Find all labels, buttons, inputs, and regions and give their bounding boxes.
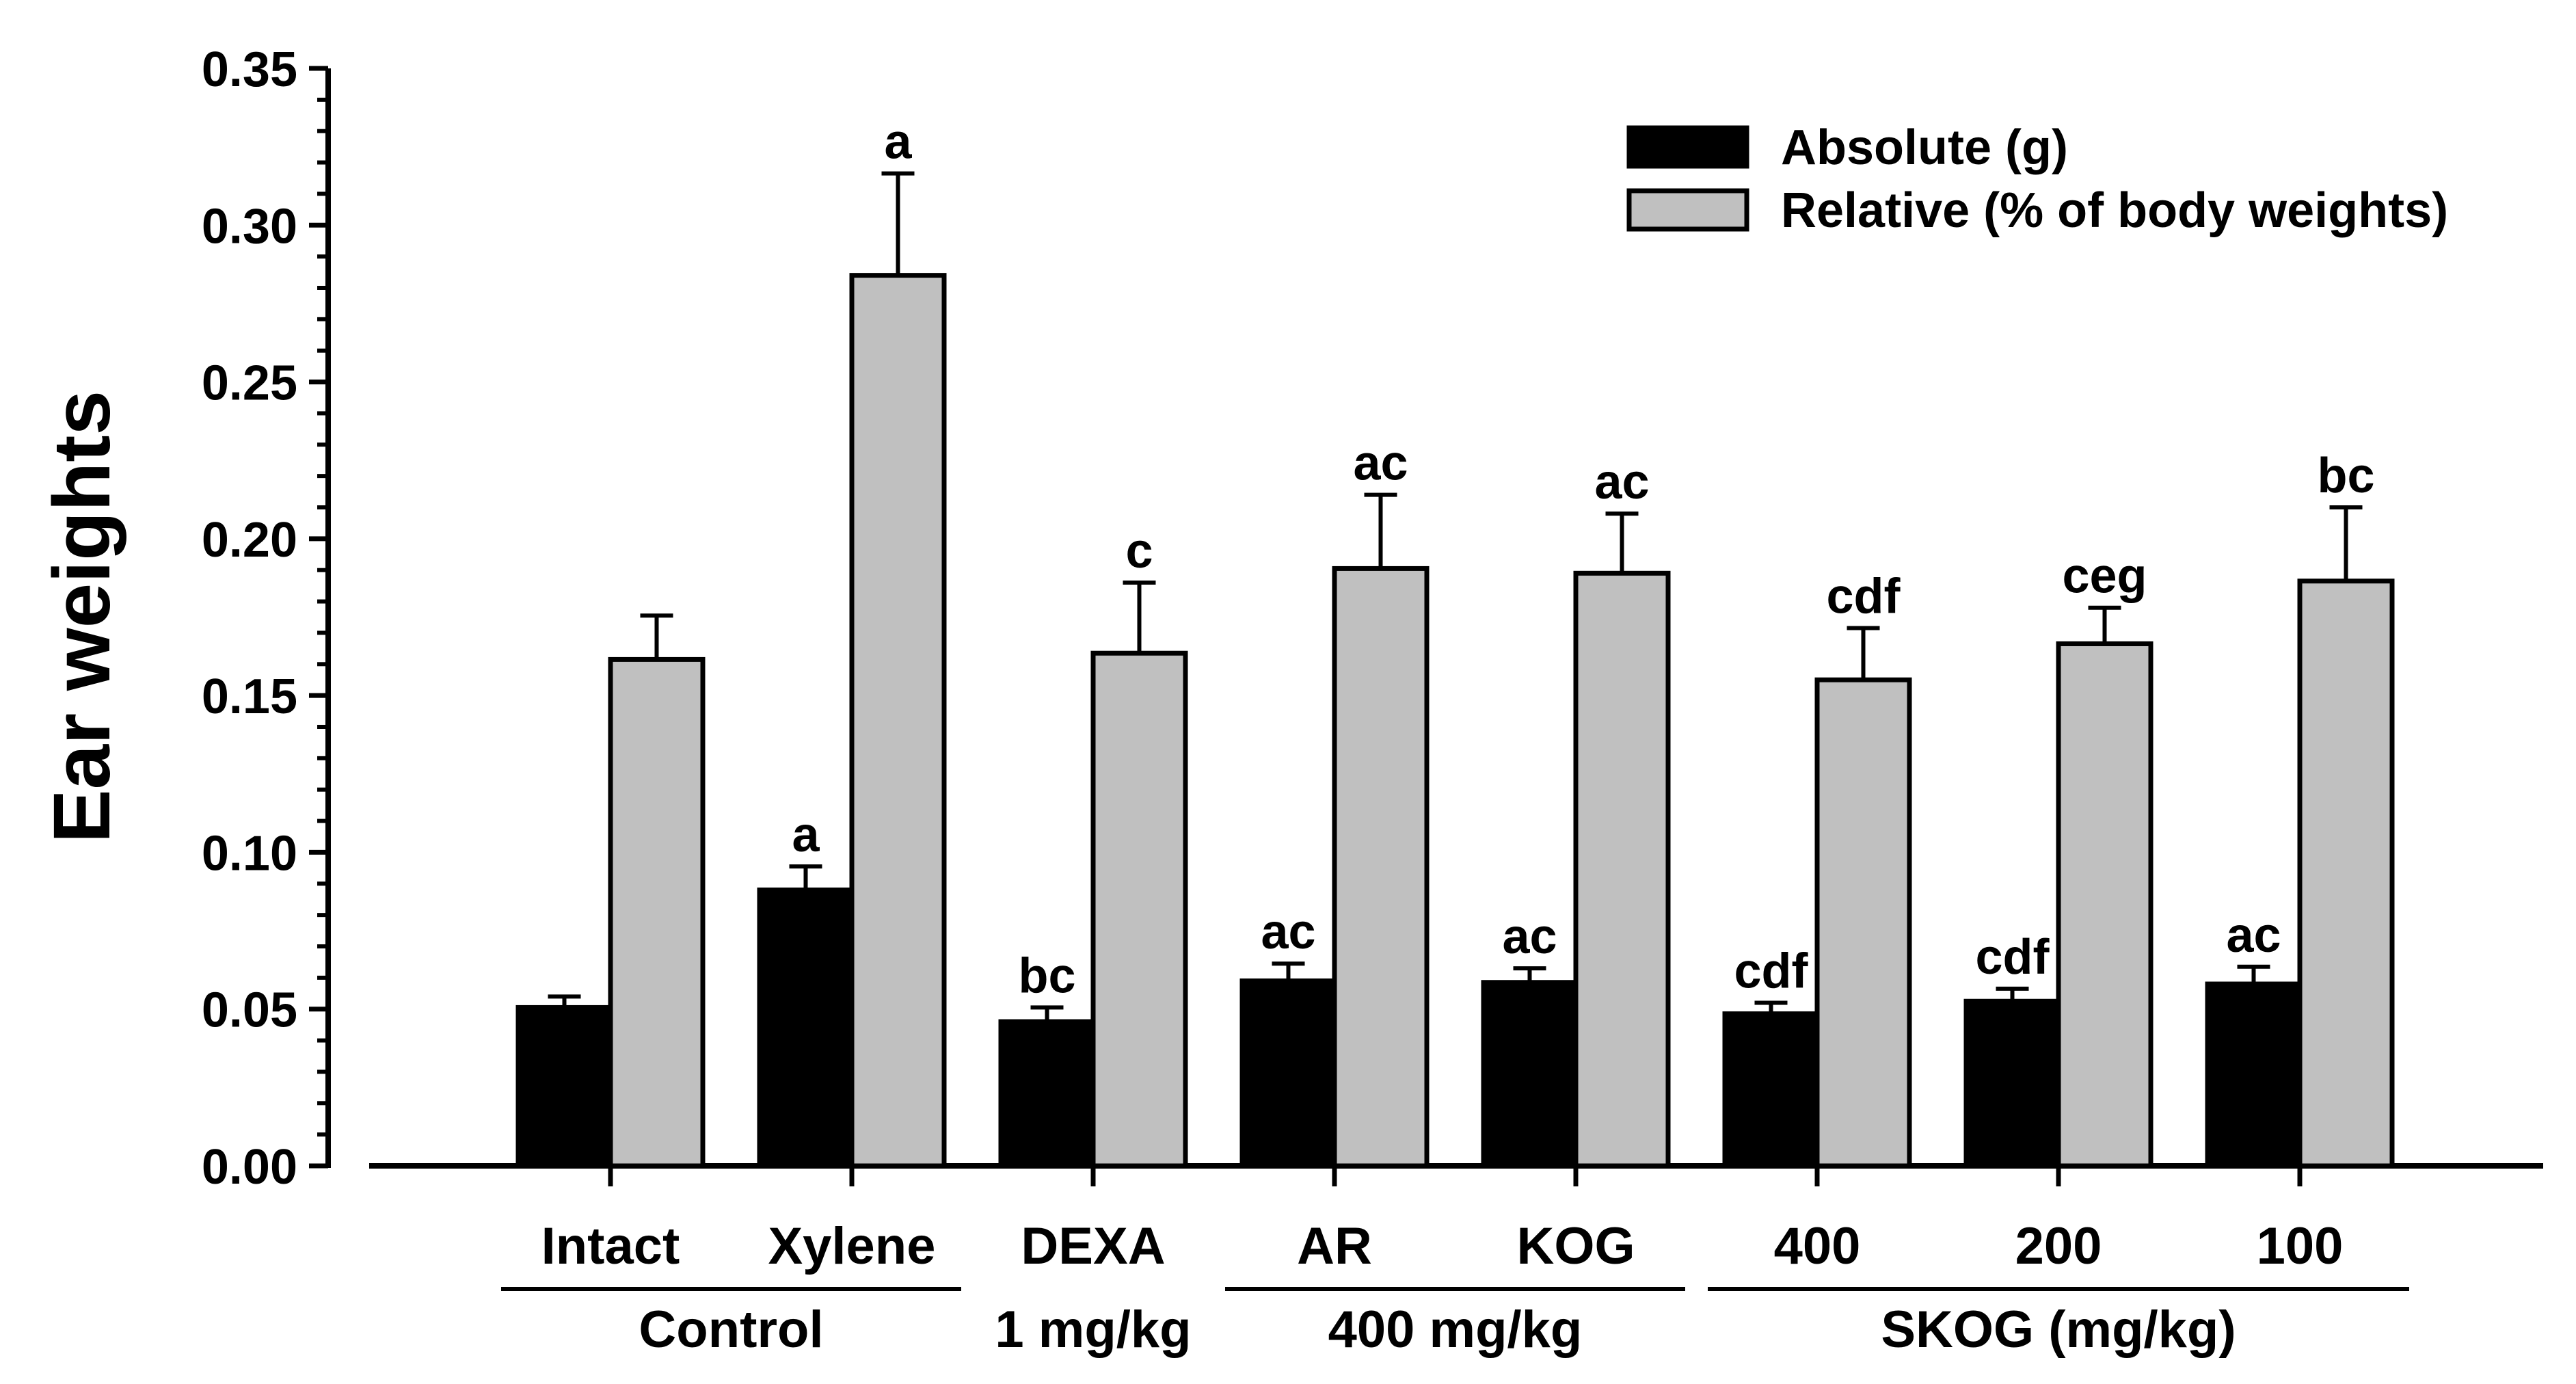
bar-relative [849,273,947,1169]
y-tick-label: 0.25 [202,356,297,411]
bar-absolute [1481,980,1579,1169]
bar-relative [608,656,706,1169]
group-label: SKOG (mg/kg) [1881,1301,2236,1359]
bar-relative [1573,570,1671,1169]
significance-label: ac [1353,436,1408,491]
group-label: 400 mg/kg [1328,1301,1583,1359]
bar-absolute [1722,1011,1820,1169]
significance-label: c [1125,524,1153,578]
y-axis: 0.00 0.05 0.10 0.15 0.20 0.25 0.30 0.35 [202,42,331,1195]
x-tick-label: 100 [2257,1217,2344,1275]
bars [515,171,2395,1169]
bar-relative [2297,578,2395,1169]
legend-swatch [1626,125,1749,169]
significance-label: ac [1502,909,1557,964]
significance-label: ac [2226,908,2281,963]
significance-label: ceg [2062,549,2147,604]
x-tick-label: 200 [2015,1217,2102,1275]
significance-label: a [792,808,820,862]
significance-label: cdf [1976,930,2050,985]
x-tick-label: Intact [541,1217,680,1275]
x-tick-label: DEXA [1021,1217,1165,1275]
y-tick-label: 0.35 [202,42,297,97]
y-tick-label: 0.15 [202,669,297,724]
bar-absolute [2205,981,2303,1169]
significance-label: a [884,115,912,170]
bar-absolute [515,1004,613,1169]
significance-label: cdf [1734,944,1809,999]
x-tick-label: AR [1297,1217,1372,1275]
bar-relative [1332,565,1430,1169]
x-tick-label: 400 [1774,1217,1861,1275]
y-tick-label: 0.10 [202,826,297,881]
significance-label: bc [2317,449,2374,503]
x-tick-label: Xylene [768,1217,935,1275]
y-tick-label: 0.00 [202,1140,297,1195]
bar-absolute [1963,998,2061,1169]
significance-label: bc [1018,948,1075,1003]
bar-absolute [998,1019,1096,1169]
y-axis-label: Ear weights [37,390,127,843]
legend-label: Relative (% of body weights) [1781,183,2448,238]
group-label: 1 mg/kg [995,1301,1191,1359]
significance-label: ac [1261,905,1315,959]
significance-label: cdf [1827,570,1901,624]
bar-relative [1814,677,1912,1169]
significance-label: ac [1594,455,1649,509]
x-tick-label: KOG [1516,1217,1635,1275]
legend-swatch [1626,188,1749,232]
x-axis: Intact Xylene DEXA AR KOG 400 200 100 Control 1 m… [369,1163,2543,1359]
bar-absolute [1239,978,1337,1169]
y-tick-label: 0.30 [202,199,297,254]
bar-relative [2056,641,2154,1169]
legend: Absolute (g) Relative (% of body weights) [1626,120,2448,238]
y-tick-label: 0.20 [202,513,297,568]
group-label: Control [639,1301,823,1359]
bar-relative [1090,650,1188,1169]
bar-absolute [757,887,855,1169]
y-tick-label: 0.05 [202,983,297,1038]
legend-label: Absolute (g) [1781,120,2068,175]
